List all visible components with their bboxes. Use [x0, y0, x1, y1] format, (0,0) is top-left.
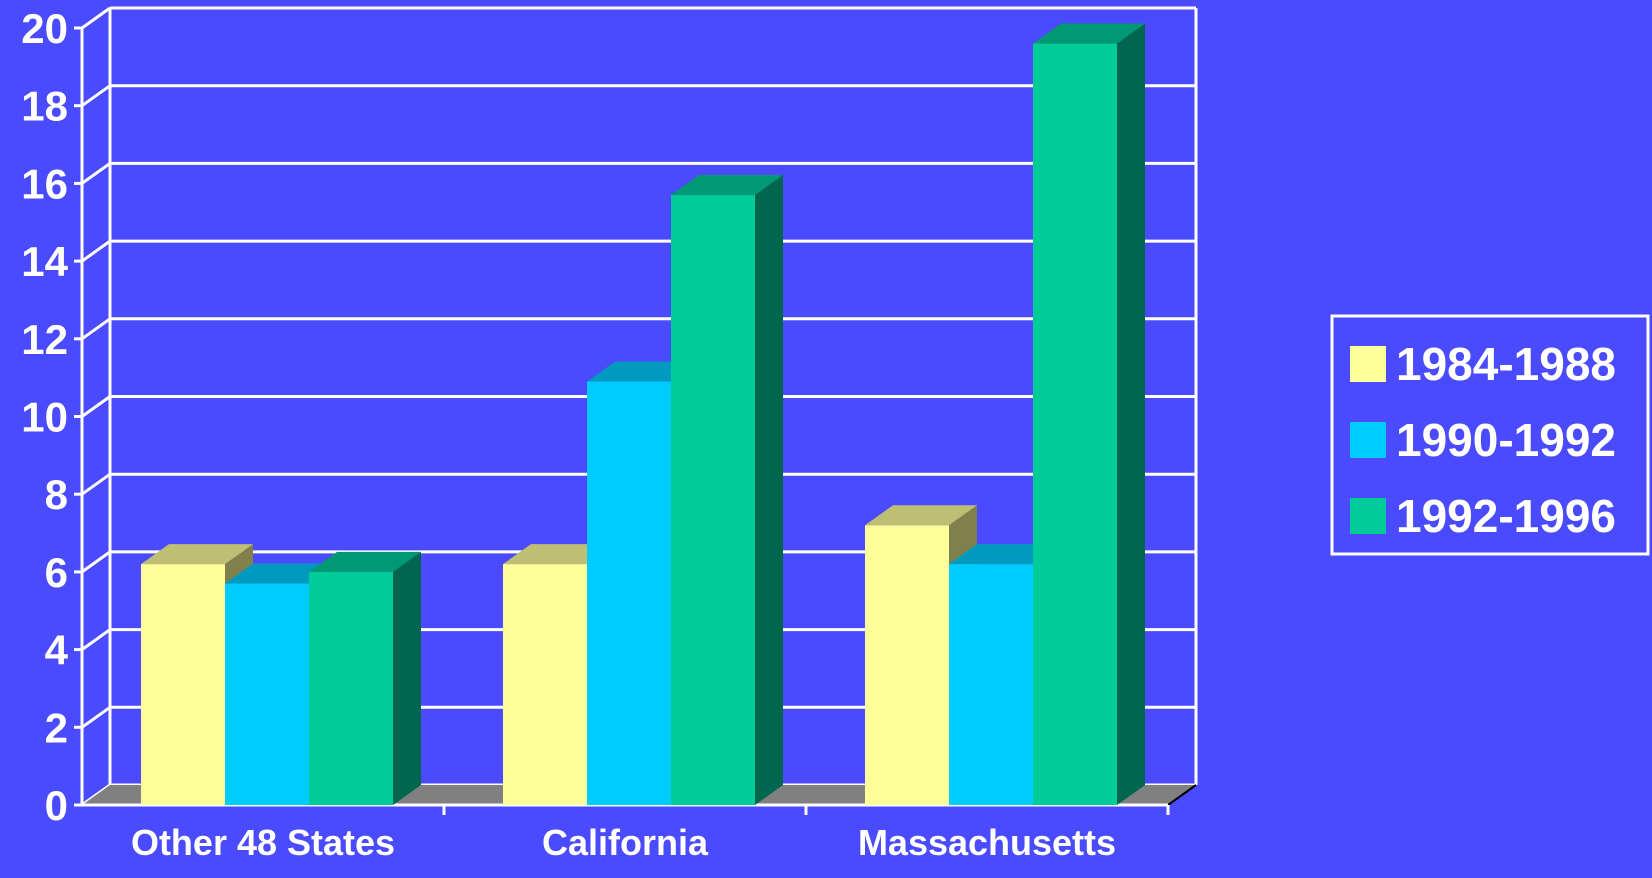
legend-item: 1992-1996 [1350, 490, 1616, 542]
bar-front [1033, 43, 1117, 806]
y-tick-label: 0 [45, 782, 68, 829]
bar-top [1033, 23, 1145, 44]
y-tick-label: 16 [21, 160, 68, 207]
gridline-side [81, 395, 111, 418]
y-tick-label: 18 [21, 83, 68, 130]
x-tick-label: Massachusetts [858, 822, 1116, 863]
legend-label: 1992-1996 [1396, 490, 1616, 542]
gridline-side [81, 550, 111, 574]
bar-side [393, 551, 421, 805]
x-tick-label: California [542, 822, 709, 863]
y-tick-label: 20 [21, 5, 68, 52]
bar-top [671, 175, 783, 196]
legend-item: 1990-1992 [1350, 414, 1616, 466]
bar-front [865, 525, 949, 805]
y-tick-label: 6 [45, 549, 68, 596]
y-tick-label: 8 [45, 471, 68, 518]
gridline-side [81, 706, 111, 729]
bar-front [141, 564, 225, 805]
gridline-side [81, 162, 111, 185]
bar-front [503, 564, 587, 805]
legend-box [1330, 314, 1650, 556]
bar [1033, 23, 1145, 806]
gridline-side [81, 628, 111, 651]
bar [309, 551, 421, 805]
gridline-side [81, 6, 111, 30]
bar-top [309, 551, 421, 572]
gridline-side [81, 317, 111, 341]
bar-side [755, 175, 783, 805]
y-tick-label: 12 [21, 316, 68, 363]
legend: 1984-1988 1990-1992 1992-1996 [1330, 314, 1650, 556]
y-tick-label: 14 [21, 238, 68, 285]
legend-swatch [1350, 346, 1386, 382]
y-tick-label: 10 [21, 394, 68, 441]
x-tick-label: Other 48 States [131, 822, 395, 863]
y-tick-labels: 0 2 4 6 8 10 12 14 16 18 20 [21, 5, 68, 829]
legend-label: 1984-1988 [1396, 338, 1616, 390]
legend-item: 1984-1988 [1350, 338, 1616, 390]
floor-edge [1167, 784, 1197, 806]
bars [141, 23, 1145, 806]
bar-side [1117, 23, 1145, 806]
bar-front [949, 564, 1033, 805]
y-tick-label: 2 [45, 704, 68, 751]
x-tick-labels: Other 48 States California Massachusetts [131, 822, 1116, 863]
bar-front [587, 381, 671, 805]
legend-swatch [1350, 422, 1386, 458]
gridline-side [81, 472, 111, 496]
bar-front [225, 583, 309, 805]
legend-label: 1990-1992 [1396, 414, 1616, 466]
bar-front [671, 195, 755, 805]
legend-swatch [1350, 498, 1386, 534]
gridline-side [81, 239, 111, 263]
bar-top [141, 544, 253, 565]
y-tick-label: 4 [45, 627, 69, 674]
bar-front [309, 571, 393, 805]
bar-top [865, 505, 977, 526]
bar [671, 175, 783, 805]
gridline-side [81, 84, 111, 107]
